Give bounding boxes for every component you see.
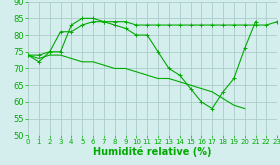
X-axis label: Humidité relative (%): Humidité relative (%)	[93, 147, 212, 157]
